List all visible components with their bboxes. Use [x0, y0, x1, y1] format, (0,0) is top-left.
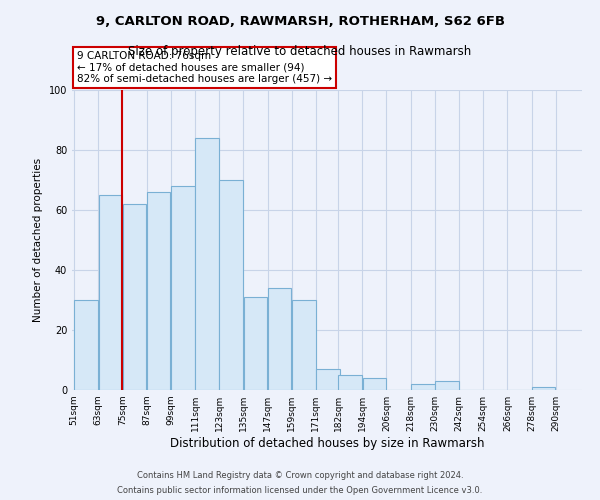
Bar: [220, 180, 243, 390]
Bar: [195, 138, 219, 390]
Bar: [147, 192, 170, 390]
Text: 9, CARLTON ROAD, RAWMARSH, ROTHERHAM, S62 6FB: 9, CARLTON ROAD, RAWMARSH, ROTHERHAM, S6…: [95, 15, 505, 28]
X-axis label: Distribution of detached houses by size in Rawmarsh: Distribution of detached houses by size …: [170, 437, 484, 450]
Bar: [316, 369, 340, 390]
Bar: [338, 375, 362, 390]
Text: Contains public sector information licensed under the Open Government Licence v3: Contains public sector information licen…: [118, 486, 482, 495]
Bar: [435, 381, 459, 390]
Bar: [268, 288, 292, 390]
Text: 9 CARLTON ROAD: 76sqm
← 17% of detached houses are smaller (94)
82% of semi-deta: 9 CARLTON ROAD: 76sqm ← 17% of detached …: [77, 51, 332, 84]
Y-axis label: Number of detached properties: Number of detached properties: [33, 158, 43, 322]
Bar: [74, 300, 98, 390]
Text: Contains HM Land Registry data © Crown copyright and database right 2024.: Contains HM Land Registry data © Crown c…: [137, 471, 463, 480]
Bar: [171, 186, 194, 390]
Text: Size of property relative to detached houses in Rawmarsh: Size of property relative to detached ho…: [128, 45, 472, 58]
Bar: [532, 387, 556, 390]
Bar: [411, 384, 434, 390]
Bar: [98, 195, 122, 390]
Bar: [362, 378, 386, 390]
Bar: [122, 204, 146, 390]
Bar: [292, 300, 316, 390]
Bar: [244, 297, 267, 390]
